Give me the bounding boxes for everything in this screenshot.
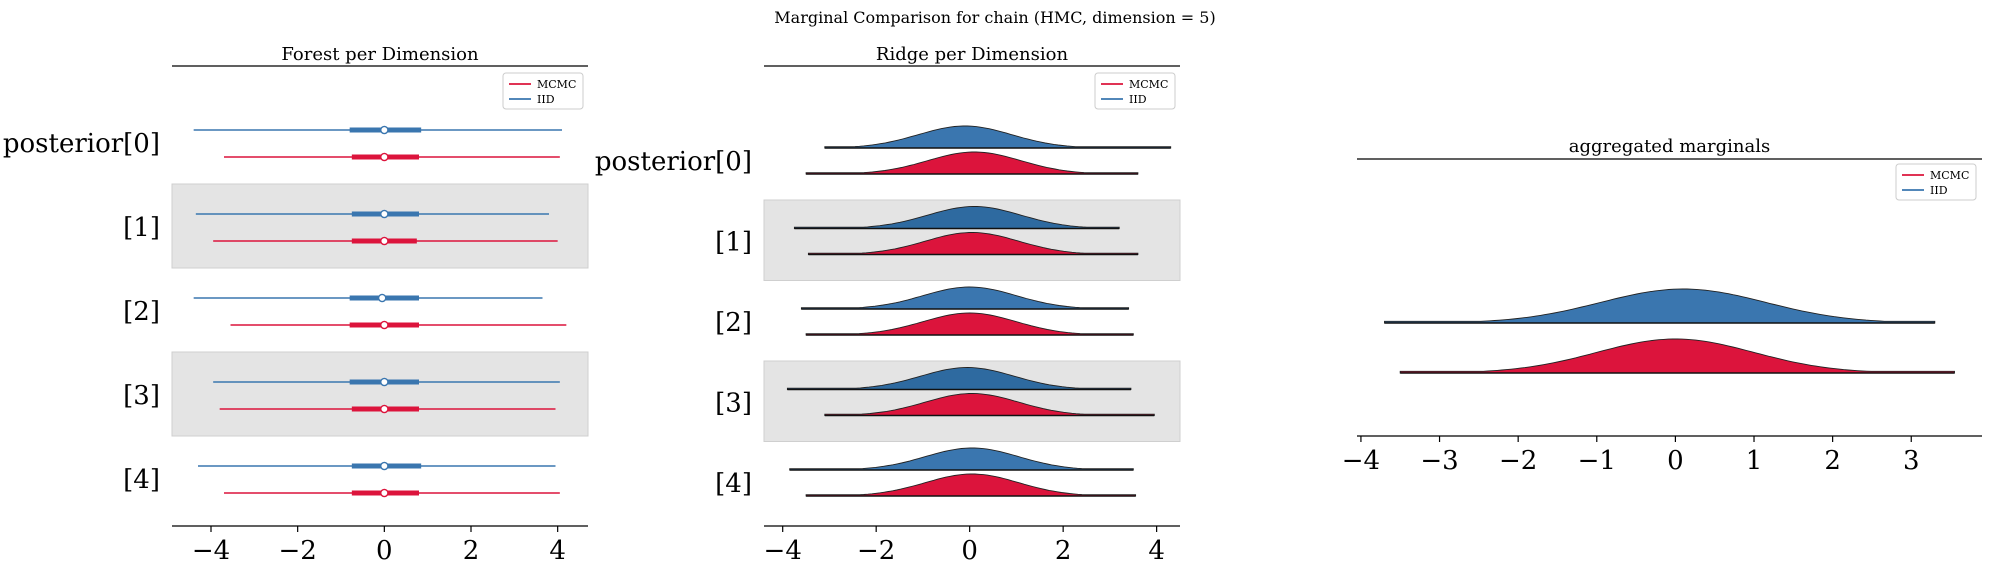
x-tick-label: 0 bbox=[376, 536, 393, 566]
x-tick-label: 0 bbox=[1667, 446, 1684, 476]
interval-center-mcmc bbox=[380, 152, 389, 162]
ridge-mcmc bbox=[807, 232, 1139, 255]
ridge-mcmc bbox=[805, 312, 1134, 336]
panel-title: Forest per Dimension bbox=[281, 44, 479, 65]
x-tick-label: 4 bbox=[1148, 536, 1165, 566]
interval-center-iid bbox=[380, 377, 389, 387]
ridge-panel: Ridge per Dimension −4 −2 0 2 4 posterior[0] [1… bbox=[595, 44, 1181, 566]
y-label: [2] bbox=[123, 297, 160, 327]
legend-label: MCMC bbox=[1930, 169, 1969, 182]
y-label: [4] bbox=[123, 465, 160, 495]
aggregated-panel: aggregated marginals −4 −3 −2 −1 0 1 2 3 MCMC IID bbox=[1342, 136, 1982, 476]
legend-label: IID bbox=[1930, 184, 1948, 197]
legend-box bbox=[502, 72, 584, 110]
aggregated-ridge-iid bbox=[1384, 288, 1936, 324]
x-tick-label: −3 bbox=[1420, 446, 1458, 476]
x-tick-label: −4 bbox=[192, 536, 230, 566]
ridge-mcmc bbox=[824, 393, 1155, 416]
interval-center-iid bbox=[380, 125, 389, 135]
figure-suptitle: Marginal Comparison for chain (HMC, dime… bbox=[774, 8, 1215, 27]
ridge-iid bbox=[793, 206, 1120, 229]
y-label: [3] bbox=[715, 389, 752, 419]
ridge-iid bbox=[789, 447, 1134, 471]
y-label: [3] bbox=[123, 381, 160, 411]
interval-center-mcmc bbox=[380, 320, 389, 330]
x-tick-label: 0 bbox=[961, 536, 978, 566]
x-tick-label: 3 bbox=[1903, 446, 1920, 476]
interval-center-mcmc bbox=[380, 236, 389, 246]
y-label: [4] bbox=[715, 469, 752, 499]
interval-center-iid bbox=[380, 209, 389, 219]
legend-label: MCMC bbox=[1129, 78, 1168, 91]
ridge-iid bbox=[786, 367, 1132, 390]
legend-label: IID bbox=[537, 93, 555, 106]
aggregated-ridge-mcmc bbox=[1399, 338, 1955, 374]
x-tick-label: 1 bbox=[1746, 446, 1763, 476]
forest-panel: Forest per Dimension −4 −2 0 2 4 posterior[0] [… bbox=[3, 44, 589, 566]
interval-center-iid bbox=[377, 293, 387, 303]
ridge-mcmc bbox=[805, 473, 1137, 497]
y-label: [1] bbox=[123, 213, 160, 243]
x-tick-label: 2 bbox=[1055, 536, 1072, 566]
row-band bbox=[171, 183, 589, 269]
legend-label: MCMC bbox=[537, 78, 576, 91]
x-tick-label: −4 bbox=[1342, 446, 1380, 476]
ridge-iid bbox=[824, 125, 1172, 149]
x-tick-label: −4 bbox=[764, 536, 802, 566]
x-tick-label: −2 bbox=[1499, 446, 1537, 476]
interval-center-mcmc bbox=[380, 488, 389, 498]
y-label: posterior[0] bbox=[3, 129, 160, 159]
x-tick-label: −1 bbox=[1578, 446, 1616, 476]
y-label: [1] bbox=[715, 228, 752, 258]
y-label: posterior[0] bbox=[595, 147, 752, 177]
x-tick-label: 4 bbox=[549, 536, 566, 566]
interval-center-mcmc bbox=[380, 404, 389, 414]
x-tick-label: −2 bbox=[857, 536, 895, 566]
y-label: [2] bbox=[715, 308, 752, 338]
panel-title: Ridge per Dimension bbox=[876, 44, 1069, 65]
x-tick-label: 2 bbox=[1824, 446, 1841, 476]
ridge-iid bbox=[800, 286, 1130, 310]
x-tick-label: −2 bbox=[279, 536, 317, 566]
legend-label: IID bbox=[1129, 93, 1147, 106]
legend-box bbox=[1094, 72, 1176, 110]
legend-box bbox=[1895, 163, 1977, 201]
row-band bbox=[171, 351, 589, 437]
ridge-mcmc bbox=[805, 151, 1139, 175]
interval-center-iid bbox=[380, 461, 389, 471]
panel-title: aggregated marginals bbox=[1569, 136, 1770, 157]
x-tick-label: 2 bbox=[463, 536, 480, 566]
